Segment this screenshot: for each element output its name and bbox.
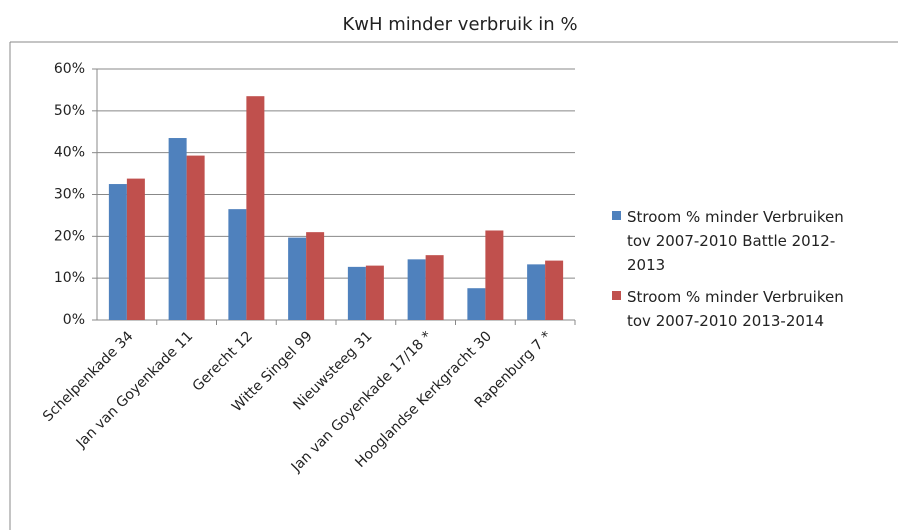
bar: [186, 155, 205, 320]
bar: [168, 138, 187, 320]
bar: [347, 266, 366, 320]
y-tick-label: 20%: [54, 228, 85, 244]
chart-title: KwH minder verbruik in %: [342, 14, 577, 35]
y-tick-label: 30%: [54, 187, 85, 203]
bar: [407, 259, 426, 320]
y-tick-label: 50%: [54, 103, 85, 119]
legend-label: Stroom % minder Verbruiken tov 2007-2010…: [627, 288, 844, 330]
bar: [527, 264, 546, 320]
legend-entry: Stroom % minder Verbruiken tov 2007-2010…: [612, 285, 872, 333]
legend-label: Stroom % minder Verbruiken tov 2007-2010…: [627, 208, 844, 274]
bar: [228, 209, 247, 320]
bar: [467, 288, 486, 320]
y-tick-label: 40%: [54, 145, 85, 161]
bar: [108, 184, 127, 320]
y-tick-label: 0%: [63, 312, 85, 328]
legend-swatch: [612, 291, 621, 300]
bar: [485, 230, 504, 320]
bar: [306, 232, 325, 320]
bar: [425, 255, 444, 320]
legend: Stroom % minder Verbruiken tov 2007-2010…: [612, 205, 872, 341]
legend-entry: Stroom % minder Verbruiken tov 2007-2010…: [612, 205, 872, 277]
legend-swatch: [612, 211, 621, 220]
x-tick-label: Jan van Goyenkade 11: [73, 328, 196, 451]
bar: [126, 178, 145, 320]
bar: [365, 265, 384, 320]
bar: [545, 260, 564, 320]
x-tick-label: Gerecht 12: [190, 328, 256, 394]
bar: [288, 237, 307, 320]
y-tick-label: 10%: [54, 270, 85, 286]
bar: [246, 96, 265, 320]
y-tick-label: 60%: [54, 61, 85, 77]
